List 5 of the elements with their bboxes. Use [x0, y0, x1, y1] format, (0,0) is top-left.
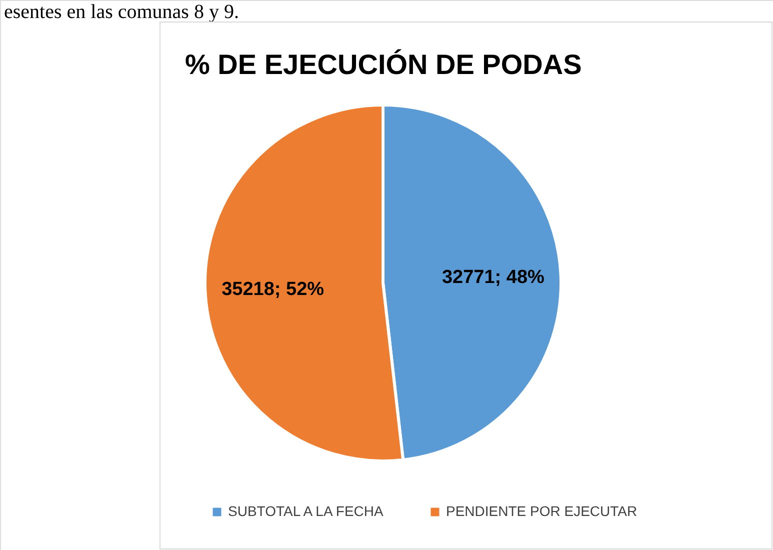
chart-title: % DE EJECUCIÓN DE PODAS — [185, 49, 582, 80]
legend-label: PENDIENTE POR EJECUTAR — [446, 503, 638, 519]
data-label: 32771; 48% — [442, 266, 545, 288]
legend-label: SUBTOTAL A LA FECHA — [228, 503, 384, 519]
data-label: 35218; 52% — [222, 279, 324, 300]
